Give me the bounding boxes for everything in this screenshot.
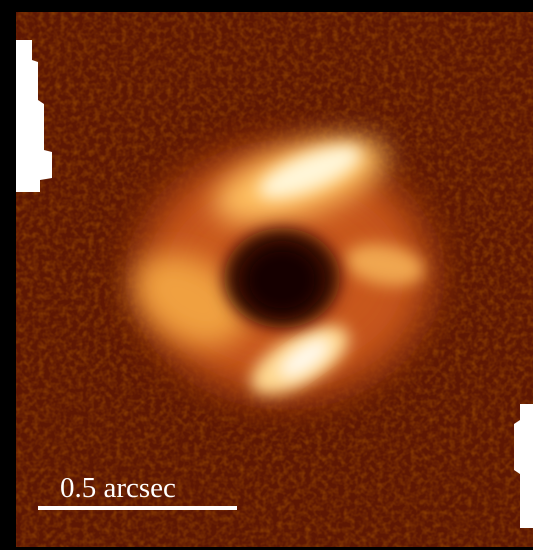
scale-bar-label: 0.5 arcsec bbox=[60, 472, 176, 504]
emission-ring bbox=[95, 100, 475, 440]
dark-core bbox=[244, 246, 320, 314]
astronomical-image: 0.5 arcsec bbox=[0, 0, 533, 550]
